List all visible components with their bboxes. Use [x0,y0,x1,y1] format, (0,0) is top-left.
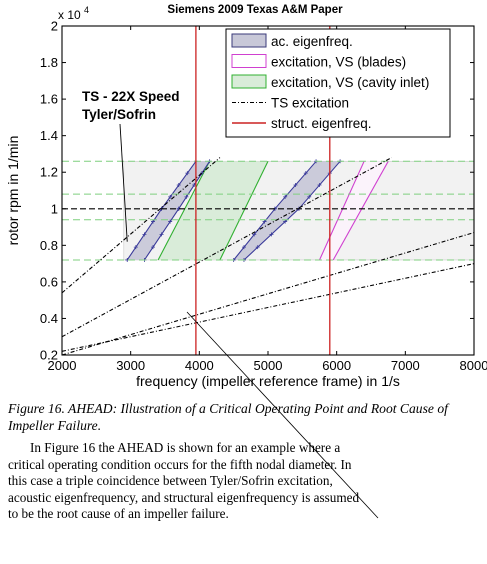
legend-swatch [231,33,267,48]
y-tick-label: 0.4 [40,311,58,326]
y-axis-multiplier: x 10 [58,8,81,22]
x-tick-label: 2000 [48,358,77,373]
blades-edge [318,161,365,261]
legend-swatch [231,74,267,89]
ac-eigenfreq-marker [199,171,204,176]
y-tick-label: 0.8 [40,238,58,253]
ac-eigenfreq-marker [176,183,181,188]
cavity-inlet-region [158,161,268,260]
y-tick-label: 0.2 [40,348,58,363]
ac-eigenfreq-marker [255,245,260,250]
figure-caption: Figure 16. AHEAD: Illustration of a Crit… [8,401,448,433]
ac-eigenfreq-region [127,161,210,260]
legend-label: excitation, VS (blades) [271,55,406,70]
legend-label: struct. eigenfreq. [271,116,372,131]
annotation-text: Tyler/Sofrin [82,107,156,122]
ac-eigenfreq-marker [283,194,288,199]
ac-eigenfreq-marker [168,194,173,199]
chart-plot-area: 2000 3000 4000 5000 6000 7000 8000 0.2 0.4 0.6 0.8… [5,5,487,389]
annotation-text: TS - 22X Speed [82,89,180,104]
ac-eigenfreq-marker [252,232,257,237]
ac-eigenfreq-marker [269,232,274,237]
paragraph-line: to be the root cause of an impeller fail… [8,506,229,522]
y-tick-label: 1.8 [40,55,58,70]
ts-excitation-line [61,157,221,294]
legend-label: TS excitation [271,96,349,111]
blades-region [319,161,389,260]
body-paragraph: In Figure 16 the AHEAD is shown for an e… [8,440,480,523]
paragraph-line: In Figure 16 the AHEAD is shown for an e… [30,440,341,455]
ac-eigenfreq-marker [303,171,308,176]
ac-eigenfreq-marker [241,245,246,250]
blades-edge [332,161,389,261]
y-axis-multiplier-exponent: 4 [84,5,89,15]
ac-eigenfreq-marker [293,183,298,188]
x-axis-label: frequency (impeller reference frame) in … [136,373,400,389]
y-axis-label: rotor rpm in 1/min [5,136,21,246]
x-tick-label: 3000 [116,358,145,373]
ac-eigenfreq-marker [142,232,147,237]
ahead-figure: Siemens 2009 Texas A&M Paper 2000 3000 400… [5,4,487,389]
y-tick-label: 2 [51,19,58,34]
ac-eigenfreq-marker [159,232,164,237]
legend-swatch [231,54,267,68]
ts-excitation-line [61,263,475,352]
ac-eigenfreq-marker [133,245,138,250]
x-tick-label: 7000 [391,358,420,373]
ac-eigenfreq-marker [307,194,312,199]
y-tick-label: 1 [51,201,58,216]
cavity-inlet-edge [219,161,269,261]
paragraph-line: this case a triple coincidence between T… [8,473,333,489]
y-tick-label: 1.4 [40,128,58,143]
ac-eigenfreq-marker [317,183,322,188]
ac-eigenfreq-marker [185,171,190,176]
y-tick-label: 0.6 [40,274,58,289]
ac-eigenfreq-region [233,161,341,260]
annotation-pointer [119,123,128,242]
ac-eigenfreq-marker [168,219,173,224]
legend-label: ac. eigenfreq. [271,34,353,49]
ac-eigenfreq-marker [150,245,155,250]
y-tick-label: 1.2 [40,165,58,180]
ac-eigenfreq-marker [184,194,189,199]
x-tick-label: 4000 [185,358,214,373]
x-tick-label: 8000 [460,358,487,373]
x-tick-label: 5000 [254,358,283,373]
paper-header: Siemens 2009 Texas A&M Paper [167,4,343,16]
x-tick-label: 6000 [322,358,351,373]
y-tick-label: 1.6 [40,92,58,107]
paragraph-line: acoustic eigenfrequency, and structural … [8,489,360,505]
ts-excitation-line [61,157,392,338]
legend-label: excitation, VS (cavity inlet) [271,75,429,90]
paragraph-line: critical operating condition occurs for … [8,456,352,472]
cavity-inlet-edge [157,161,211,261]
